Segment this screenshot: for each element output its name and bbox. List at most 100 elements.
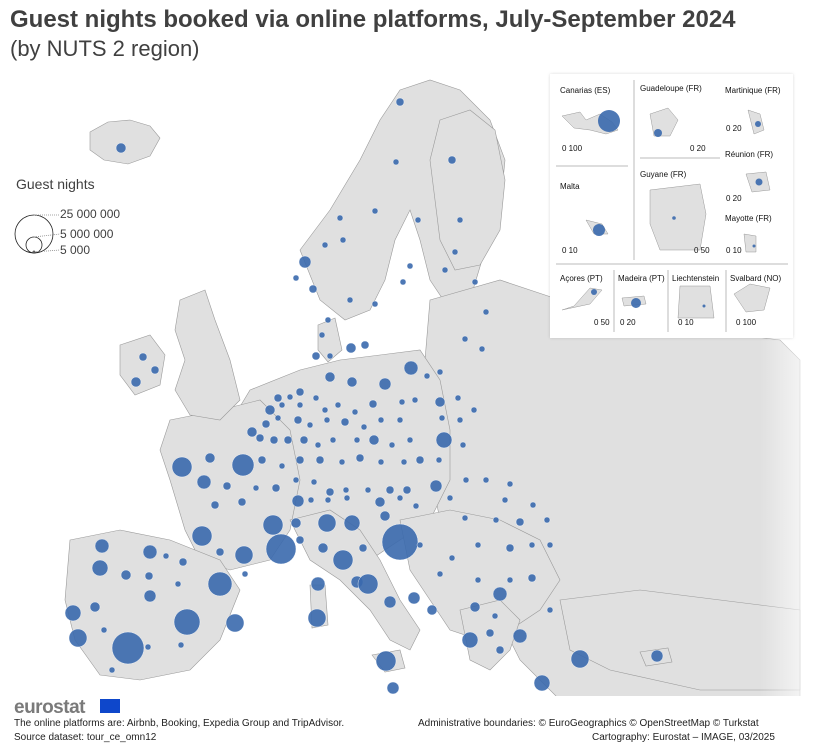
inset-label-reunion: Réunion (FR)	[725, 150, 774, 159]
region-bubble	[395, 97, 405, 107]
region-bubble	[527, 573, 537, 583]
region-bubble	[459, 441, 467, 449]
region-bubble	[286, 393, 294, 401]
region-bubble	[357, 573, 379, 595]
region-bubble	[336, 214, 344, 222]
region-bubble	[495, 645, 505, 655]
finland-shape	[429, 109, 506, 271]
region-bubble	[315, 455, 325, 465]
region-bubble	[461, 631, 479, 649]
region-bubble	[462, 476, 470, 484]
region-bubble	[407, 591, 421, 605]
region-bubble	[351, 408, 359, 416]
region-bubble	[438, 414, 446, 422]
region-bubble	[435, 431, 453, 449]
region-bubble	[403, 360, 419, 376]
region-bubble	[295, 387, 305, 397]
region-bubble	[546, 541, 554, 549]
inset-scale-madeira: 0 20	[620, 318, 636, 327]
region-bubble	[454, 394, 462, 402]
region-bubble	[512, 628, 528, 644]
inset-label-martinique: Martinique (FR)	[725, 86, 781, 95]
inset-label-malta: Malta	[560, 182, 580, 191]
region-bubble	[360, 423, 368, 431]
region-bubble	[474, 541, 482, 549]
region-bubble	[138, 352, 148, 362]
region-bubble	[412, 502, 420, 510]
region-bubble	[207, 571, 233, 597]
region-bubble	[89, 601, 101, 613]
region-bubble	[448, 554, 456, 562]
region-bubble	[529, 501, 537, 509]
region-bubble	[377, 458, 385, 466]
region-bubble	[252, 484, 260, 492]
region-bubble	[378, 377, 392, 391]
inset-scale-canarias: 0 100	[562, 144, 583, 153]
region-bubble	[314, 441, 322, 449]
region-bubble	[142, 544, 158, 560]
region-bubble	[396, 494, 404, 502]
guyane-shape	[649, 183, 707, 251]
mayotte-shape	[743, 233, 757, 253]
region-bubble	[470, 406, 478, 414]
region-bubble	[150, 365, 160, 375]
region-bubble	[492, 516, 500, 524]
region-bubble	[353, 436, 361, 444]
inset-label-guyane: Guyane (FR)	[640, 170, 687, 179]
region-bubble	[399, 278, 407, 286]
region-bubble	[345, 342, 357, 354]
inset-label-liechtenstein: Liechtenstein	[672, 274, 720, 283]
inset-scale-acores: 0 50	[594, 318, 610, 327]
region-bubble	[515, 517, 525, 527]
region-bubble	[111, 631, 145, 665]
region-bubble	[388, 441, 396, 449]
inset-label-mayotte: Mayotte (FR)	[725, 214, 772, 223]
region-bubble	[402, 485, 412, 495]
region-bubble	[308, 284, 318, 294]
region-bubble	[501, 496, 509, 504]
region-bubble	[215, 547, 225, 557]
legend-circles	[14, 214, 61, 254]
region-bubble	[261, 419, 271, 429]
region-bubble	[533, 674, 551, 692]
inset-scale-svalbard: 0 100	[736, 318, 757, 327]
region-bubble	[290, 517, 302, 529]
region-bubble	[411, 396, 419, 404]
region-bubble	[204, 452, 216, 464]
land-masses	[64, 79, 801, 696]
region-bubble	[392, 158, 400, 166]
region-bubble	[415, 455, 425, 465]
inset-scale-liechtenstein: 0 10	[678, 318, 694, 327]
region-bubble	[381, 523, 419, 561]
map-subtitle: (by NUTS 2 region)	[10, 36, 200, 61]
region-bubble	[325, 487, 335, 497]
region-bubble	[358, 543, 368, 553]
region-bubble	[474, 576, 482, 584]
region-bubble	[317, 542, 329, 554]
region-bubble	[506, 480, 514, 488]
region-bubble	[447, 155, 457, 165]
bubble-guyane	[672, 216, 676, 220]
footer-boundaries: Administrative boundaries: © EuroGeograp…	[418, 718, 759, 729]
inset-frames	[556, 80, 788, 332]
region-bubble	[343, 514, 361, 532]
region-bubble	[456, 216, 464, 224]
liechtenstein-shape	[677, 285, 715, 319]
bubble-mayotte	[752, 244, 756, 248]
bubble-canarias	[598, 110, 620, 132]
region-bubble	[478, 345, 486, 353]
region-bubble	[368, 399, 378, 409]
region-bubble	[368, 434, 380, 446]
region-bubble	[271, 483, 281, 493]
region-bubble	[120, 569, 132, 581]
region-bubble	[262, 514, 284, 536]
region-bubble	[543, 516, 551, 524]
bubble-madeira	[631, 298, 641, 308]
region-bubble	[278, 401, 286, 409]
region-bubble	[346, 376, 358, 388]
bubble-malta	[593, 224, 605, 236]
region-bubble	[461, 514, 469, 522]
region-bubble	[225, 613, 245, 633]
region-bubble	[196, 474, 212, 490]
region-bubble	[130, 376, 142, 388]
